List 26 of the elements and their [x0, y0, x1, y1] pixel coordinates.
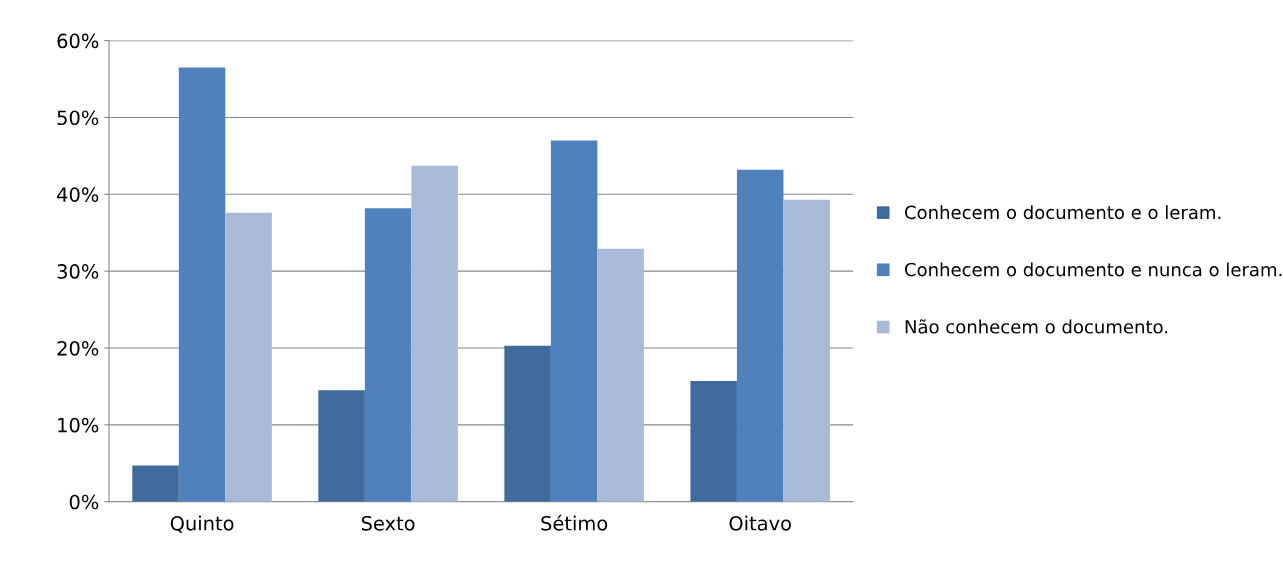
y-tick-label: 0%: [69, 494, 99, 510]
y-tick-label: 20%: [57, 340, 99, 356]
legend-label: Conhecem o documento e o leram.: [904, 205, 1221, 220]
x-tick-label: Sexto: [361, 515, 415, 531]
bar: [783, 199, 830, 502]
x-tick-label: Oitavo: [729, 515, 791, 531]
bar: [411, 165, 458, 502]
y-tick-label: 30%: [57, 264, 99, 279]
bar: [597, 248, 644, 502]
bar: [318, 390, 365, 502]
bar: [132, 465, 179, 502]
x-tick-label: Sétimo: [541, 514, 608, 531]
bar: [504, 345, 551, 502]
bar: [225, 212, 272, 502]
bar: [364, 208, 412, 502]
y-tick-label: 50%: [57, 110, 99, 126]
legend-label: Não conhecem o documento.: [905, 319, 1168, 334]
bar: [178, 67, 226, 502]
bar: [736, 169, 784, 502]
bar: [550, 140, 598, 502]
legend-label: Conhecem o documento e nunca o leram.: [904, 262, 1282, 277]
y-tick-label: 40%: [57, 187, 99, 202]
y-tick-label: 60%: [57, 33, 99, 49]
bar: [690, 381, 737, 502]
x-tick-label: Quinto: [170, 515, 234, 533]
y-tick-label: 10%: [58, 417, 99, 433]
